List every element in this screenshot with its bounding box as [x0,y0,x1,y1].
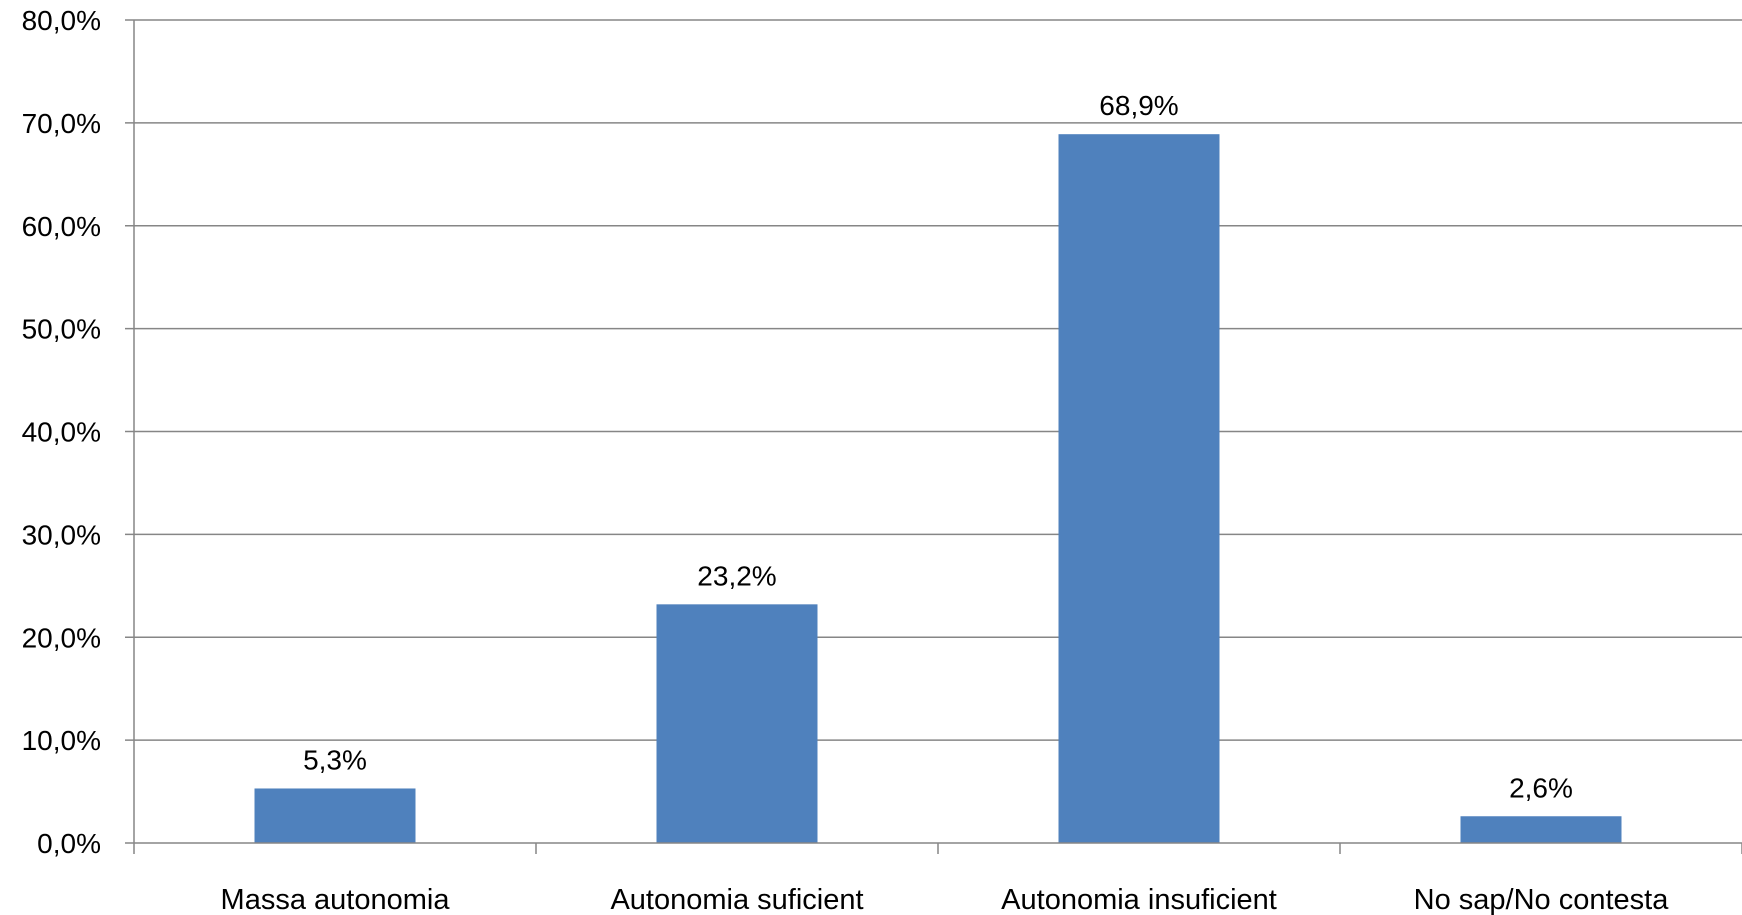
y-tick-label: 0,0% [37,828,101,859]
data-label: 5,3% [303,744,367,775]
bar-4 [1460,816,1622,843]
y-tick-label: 20,0% [22,622,101,653]
y-tick-label: 60,0% [22,211,101,242]
bars [254,134,1622,843]
y-tick-label: 40,0% [22,417,101,448]
data-label: 23,2% [697,560,776,591]
bar-1 [254,788,416,843]
bar-3 [1058,134,1220,843]
gridlines [134,19,1742,741]
bar-2 [656,604,818,843]
y-tick-label: 50,0% [22,314,101,345]
category-label: Autonomia suficient [610,884,863,915]
data-label: 68,9% [1099,90,1178,121]
category-label: Massa autonomia [221,884,451,915]
data-labels: 5,3% 23,2% 68,9% 2,6% [303,90,1573,803]
data-label: 2,6% [1509,772,1573,803]
category-labels: Massa autonomia Autonomia suficient Autono… [221,884,1670,915]
y-tick-label: 70,0% [22,108,101,139]
y-tick-labels: 0,0% 10,0% 20,0% 30,0% 40,0% 50,0% 60,0% 70,0% 8… [22,5,101,859]
axes [125,19,1742,854]
y-tick-label: 80,0% [22,5,101,36]
y-tick-label: 30,0% [22,519,101,550]
category-label: No sap/No contesta [1414,884,1670,915]
y-tick-label: 10,0% [22,725,101,756]
category-label: Autonomia insuficient [1001,884,1277,915]
